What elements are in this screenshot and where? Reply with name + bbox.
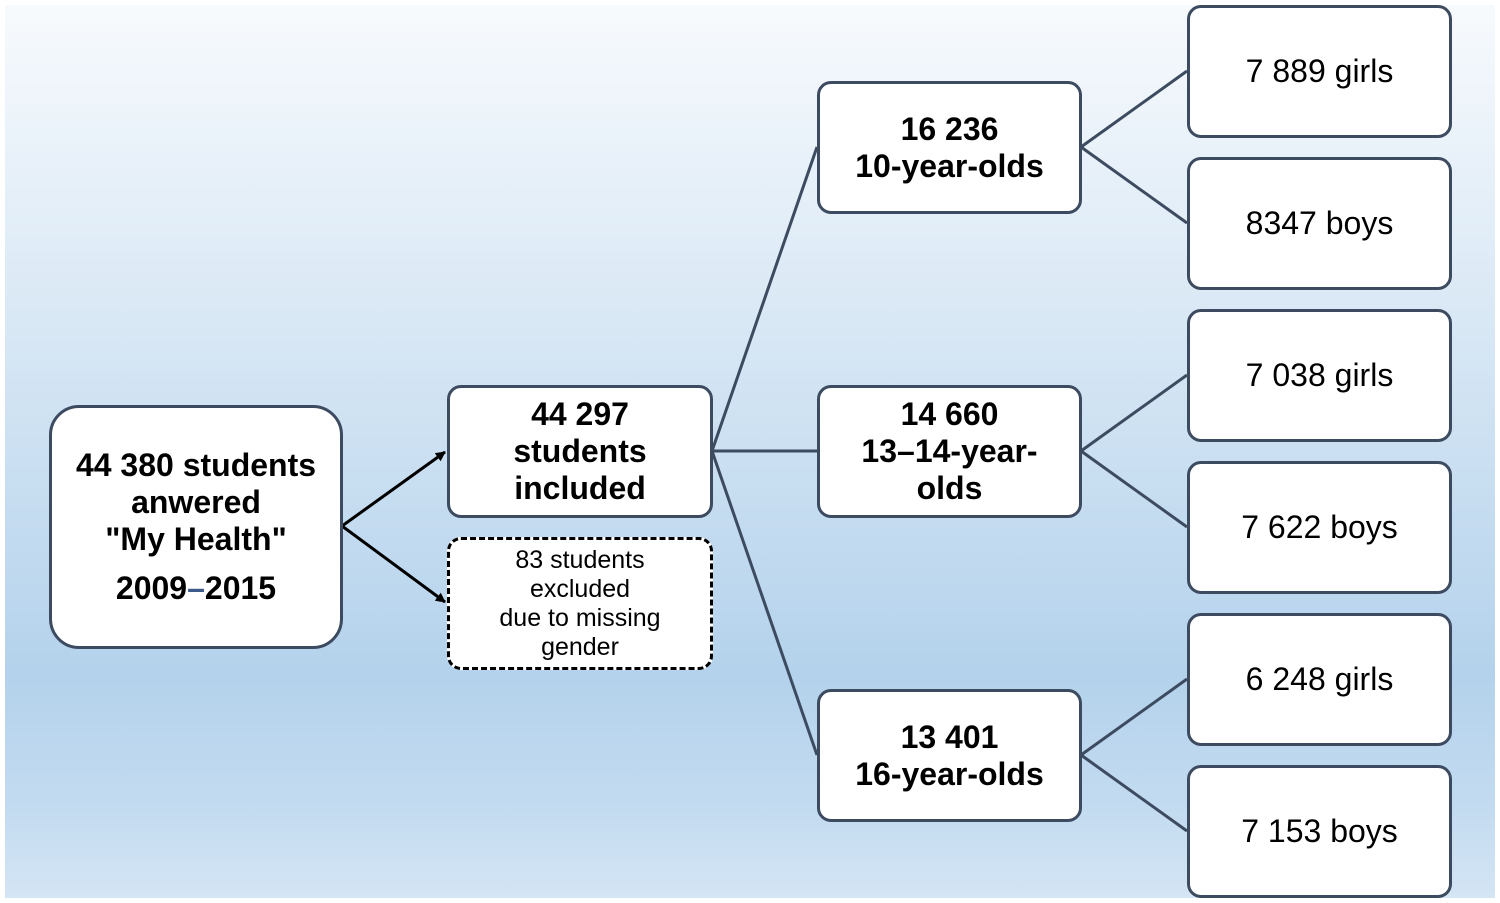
age-label: 13–14-year- (861, 433, 1038, 469)
link-age10-boys (1080, 145, 1188, 225)
included-line2: students (513, 433, 647, 469)
excluded-line3: due to missing (499, 603, 661, 632)
included-line3: included (514, 470, 646, 506)
link-age16-girls (1080, 677, 1188, 757)
link-age16-boys (1080, 753, 1188, 833)
age-label: 10-year-olds (855, 147, 1044, 184)
link-age13-boys (1080, 449, 1188, 529)
leaf-age13-boys: 7 622 boys (1187, 461, 1452, 594)
leaf-age16-girls: 6 248 girls (1187, 613, 1452, 746)
root-years: 2009–2015 (116, 570, 276, 607)
excluded-line4: gender (541, 632, 619, 661)
year-separator: – (187, 570, 205, 606)
root-box: 44 380 students anwered "My Health" 2009… (49, 405, 343, 649)
included-count: 44 297 (531, 396, 629, 432)
year-end: 2015 (204, 570, 277, 606)
link-age10-girls (1080, 69, 1188, 149)
excluded-box: 83 students excluded due to missing gend… (447, 537, 713, 670)
age-label-cont: olds (916, 470, 983, 506)
age-label: 16-year-olds (855, 755, 1044, 792)
year-start: 2009 (115, 570, 188, 606)
excluded-line2: excluded (529, 574, 631, 603)
age-count: 14 660 (900, 396, 999, 432)
leaf-age10-girls: 7 889 girls (1187, 5, 1452, 138)
root-line2: anwered (131, 484, 261, 520)
leaf-age16-boys: 7 153 boys (1187, 765, 1452, 898)
age-box-13-14: 14 660 13–14-year- olds (817, 385, 1082, 518)
excluded-line1: 83 students (515, 545, 645, 574)
age-count: 13 401 (900, 718, 999, 755)
link-included-age10 (710, 146, 819, 452)
age-count: 16 236 (900, 110, 999, 147)
age-box-16: 13 401 16-year-olds (817, 689, 1082, 822)
link-age13-girls (1080, 373, 1188, 453)
arrow-to-included (341, 450, 446, 528)
arrow-to-excluded (341, 524, 446, 604)
link-included-age16 (710, 450, 819, 756)
age-box-10: 16 236 10-year-olds (817, 81, 1082, 214)
leaf-age10-boys: 8347 boys (1187, 157, 1452, 290)
leaf-age13-girls: 7 038 girls (1187, 309, 1452, 442)
root-line3: "My Health" (105, 521, 287, 557)
included-box: 44 297 students included (447, 385, 713, 518)
root-line1: 44 380 students (75, 447, 317, 483)
